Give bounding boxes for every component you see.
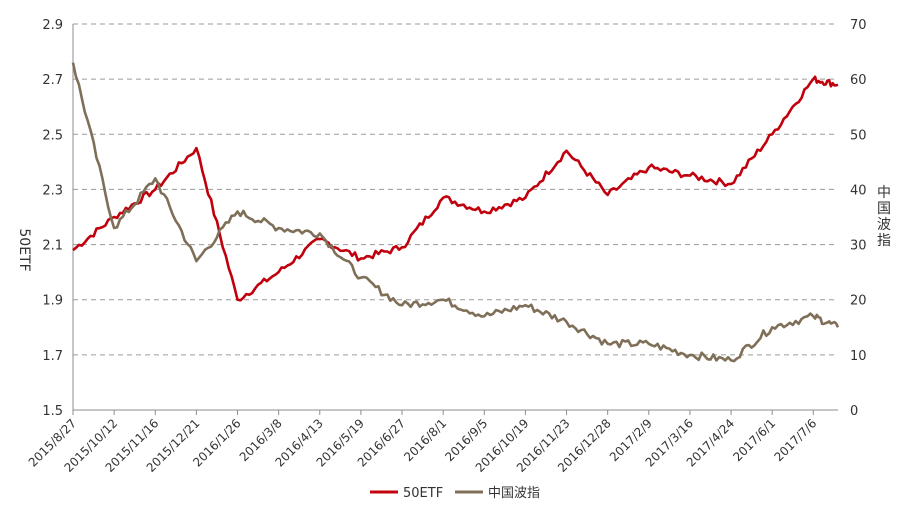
right-axis-title-text: 中国波指 [877,185,891,249]
right-axis-tick-label: 40 [850,183,867,198]
right-axis-tick-label: 70 [850,18,867,33]
x-axis-tick-label: 2017/6/1 [730,416,778,464]
left-axis-tick-label: 2.9 [42,18,63,33]
left-axis-tick-label: 2.7 [42,73,63,88]
left-axis-tick-label: 2.1 [42,239,63,254]
legend: 50ETF 中国波指 [370,486,540,501]
right-axis-ticks: 0 10 20 30 40 50 60 70 [850,18,867,419]
legend-label: 中国波指 [488,486,540,501]
right-axis-tick-label: 50 [850,128,867,143]
series-lines [71,62,840,363]
x-axis-tick-label: 2017/7/6 [771,416,819,464]
x-axis-ticks: 2015/8/272015/10/122015/11/162015/12/212… [26,410,819,475]
right-axis-tick-label: 10 [850,349,867,364]
right-axis-tick-label: 0 [850,404,858,419]
left-axis-tick-label: 2.3 [42,183,63,198]
gridlines [73,23,838,356]
series-line-50etf [72,75,839,302]
left-axis-ticks: 1.5 1.7 1.9 2.1 2.3 2.5 2.7 2.9 [42,18,63,419]
left-axis-title: 50ETF [16,228,32,271]
left-axis-tick-label: 2.5 [42,128,63,143]
right-axis-tick-label: 20 [850,294,867,309]
legend-label: 50ETF [403,486,443,501]
axes [72,24,838,411]
right-axis-tick-label: 30 [850,239,867,254]
right-axis-title: 中国波指 [877,185,891,249]
right-axis-tick-label: 60 [850,73,867,88]
left-axis-tick-label: 1.5 [42,404,63,419]
series-line-volatility-index [71,62,840,363]
x-axis-tick-label: 2016/8/1 [401,416,449,464]
left-axis-tick-label: 1.7 [42,349,63,364]
left-axis-tick-label: 1.9 [42,294,63,309]
